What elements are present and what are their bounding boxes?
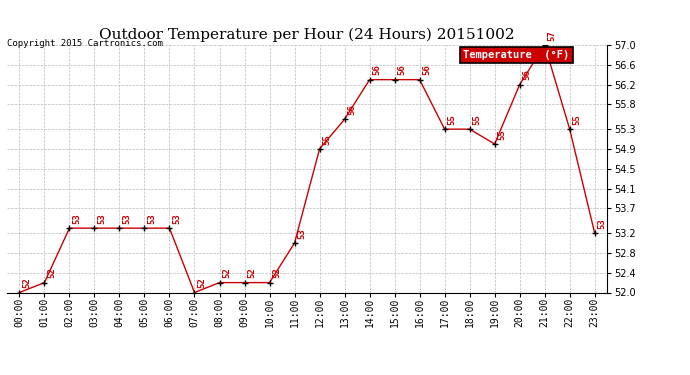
Text: 56: 56 <box>522 70 531 80</box>
Text: Temperature  (°F): Temperature (°F) <box>463 50 569 60</box>
Text: 52: 52 <box>222 268 231 278</box>
Text: 53: 53 <box>147 213 156 224</box>
Text: Copyright 2015 Cartronics.com: Copyright 2015 Cartronics.com <box>7 39 163 48</box>
Text: 55: 55 <box>447 114 456 125</box>
Text: 56: 56 <box>373 65 382 75</box>
Text: 56: 56 <box>397 65 406 75</box>
Text: 55: 55 <box>473 114 482 125</box>
Text: 52: 52 <box>197 278 206 288</box>
Text: 53: 53 <box>97 213 106 224</box>
Text: 52: 52 <box>247 268 256 278</box>
Text: 55: 55 <box>573 114 582 125</box>
Text: 53: 53 <box>72 213 81 224</box>
Text: 53: 53 <box>598 218 607 229</box>
Text: 53: 53 <box>122 213 131 224</box>
Text: 55: 55 <box>322 134 331 145</box>
Text: 52: 52 <box>273 268 282 278</box>
Text: 53: 53 <box>172 213 181 224</box>
Text: 56: 56 <box>347 104 356 115</box>
Text: 52: 52 <box>47 268 56 278</box>
Title: Outdoor Temperature per Hour (24 Hours) 20151002: Outdoor Temperature per Hour (24 Hours) … <box>99 28 515 42</box>
Text: 53: 53 <box>297 228 306 239</box>
Text: 55: 55 <box>497 129 506 140</box>
Text: 57: 57 <box>547 30 556 41</box>
Text: 56: 56 <box>422 65 431 75</box>
Text: 52: 52 <box>22 278 31 288</box>
